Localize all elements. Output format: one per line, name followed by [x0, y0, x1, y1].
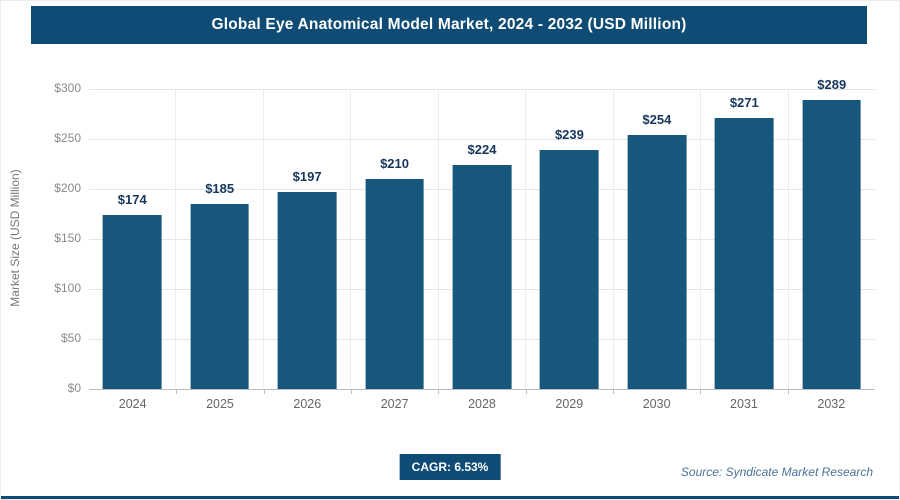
h-gridline: [89, 139, 875, 140]
chart-title-bar: Global Eye Anatomical Model Market, 2024…: [31, 6, 867, 44]
x-axis-labels: 2024 2025 2026 2027 2028 2029 2030 2031 2032: [89, 397, 875, 411]
y-tick-label: $300: [54, 81, 81, 95]
y-tick-label: $150: [54, 231, 81, 245]
x-tick-mark: [176, 389, 178, 394]
x-tick-label: 2028: [468, 397, 496, 411]
x-tick-mark: [787, 389, 789, 394]
x-tick-label: 2026: [293, 397, 322, 411]
x-tick-mark: [350, 389, 352, 394]
y-tick-label: $200: [54, 181, 81, 195]
bar: [802, 100, 862, 389]
bar-value-label: $239: [554, 127, 584, 142]
bar: [190, 204, 250, 389]
bar-cell: $289: [787, 77, 875, 389]
x-tick-label: 2027: [380, 397, 409, 411]
x-tick-label: 2025: [206, 397, 234, 411]
x-tick-label: 2032: [817, 397, 846, 411]
source-note: Source: Syndicate Market Research: [680, 465, 873, 479]
bar-value-label: $185: [205, 181, 235, 196]
cagr-badge: CAGR: 6.53%: [399, 454, 501, 480]
bar-cell: $254: [612, 89, 700, 389]
bar: [627, 135, 687, 389]
y-tick-label: $250: [54, 131, 81, 145]
x-axis-line: [89, 389, 875, 390]
y-tick-label: $50: [60, 331, 81, 345]
bar: [277, 192, 337, 389]
bar-cell: $224: [437, 89, 525, 389]
x-tick-label: 2029: [555, 397, 584, 411]
x-tick-label: 2030: [642, 397, 671, 411]
bars-row: $174 $185 $197 $210 $224 $239 $254 $271 $289: [89, 77, 875, 389]
x-tick-label: 2024: [118, 397, 147, 411]
bar-cell: $239: [525, 89, 612, 389]
h-gridline: [89, 89, 875, 90]
bar-value-label: $271: [729, 95, 759, 110]
y-axis-title: Market Size (USD Million): [8, 169, 22, 307]
bar-value-label: $210: [380, 156, 409, 171]
bar-value-label: $197: [292, 169, 322, 184]
bar-cell: $185: [175, 89, 262, 389]
bar-cell: $271: [700, 89, 787, 389]
bar-value-label: $254: [642, 112, 672, 127]
bar: [452, 165, 512, 389]
bar-cell: $197: [262, 89, 350, 389]
bottom-accent-line: [1, 496, 899, 499]
bar: [540, 150, 599, 389]
x-tick-mark: [612, 389, 614, 394]
bar-value-label: $289: [817, 77, 847, 92]
x-tick-mark: [438, 389, 440, 394]
bar-cell: $210: [350, 89, 437, 389]
bar-value-label: $174: [117, 192, 147, 207]
y-tick-label: $100: [54, 281, 81, 295]
x-tick-mark: [700, 389, 702, 394]
x-tick-mark: [263, 389, 265, 394]
bar: [365, 179, 424, 389]
x-tick-label: 2031: [730, 397, 758, 411]
y-tick-label: $0: [67, 381, 81, 395]
bar-cell: $174: [89, 89, 175, 389]
y-axis-ticks: $0 $50 $100 $150 $200 $250 $300: [29, 81, 81, 395]
x-tick-mark: [525, 389, 527, 394]
bar: [714, 118, 774, 389]
bar: [102, 215, 162, 389]
bar-value-label: $224: [467, 142, 497, 157]
chart-title: Global Eye Anatomical Model Market, 2024…: [211, 16, 687, 33]
plot-area: $174 $185 $197 $210 $224 $239 $254 $271 $289: [89, 77, 875, 394]
